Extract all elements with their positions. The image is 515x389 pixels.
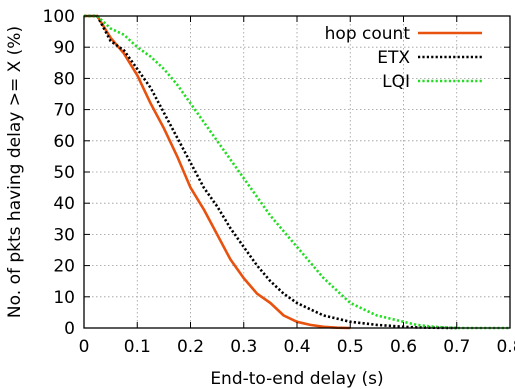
- y-tick-label: 40: [53, 194, 75, 214]
- series-lines: [84, 14, 510, 330]
- x-tick-label: 0.1: [124, 337, 151, 357]
- y-tick-label: 0: [64, 319, 75, 339]
- x-tick-label: 0.5: [337, 337, 364, 357]
- y-tick-label: 60: [53, 132, 75, 152]
- x-tick-label: 0.4: [283, 337, 310, 357]
- y-tick-label: 70: [53, 101, 75, 121]
- y-tick-label: 100: [43, 7, 75, 27]
- x-tick-label: 0.8: [496, 337, 515, 357]
- x-tick-label: 0: [79, 337, 90, 357]
- x-tick-label: 0.7: [443, 337, 470, 357]
- series-line-etx: [84, 14, 457, 330]
- y-tick-label: 50: [53, 163, 75, 183]
- y-tick-label: 30: [53, 225, 75, 245]
- grid: [84, 16, 510, 328]
- series-line-lqi: [84, 14, 510, 330]
- legend: hop count ETX LQI: [325, 24, 482, 92]
- y-tick-label: 10: [53, 288, 75, 308]
- x-tick-label: 0.2: [177, 337, 204, 357]
- y-axis-title: No. of pkts having delay >= X (%): [5, 26, 25, 318]
- legend-label: ETX: [377, 48, 410, 68]
- series-line-hop-count: [84, 14, 351, 330]
- x-tick-label: 0.3: [230, 337, 257, 357]
- x-axis-title: End-to-end delay (s): [210, 369, 383, 389]
- y-tick-label: 80: [53, 69, 75, 89]
- legend-label: hop count: [325, 24, 411, 44]
- x-tick-label: 0.6: [390, 337, 417, 357]
- y-tick-label: 90: [53, 38, 75, 58]
- axis-ticks: 0 10 20 30 40 50 60 70 80 90 100 0 0.1 0.2 0.3 0.4 0.5 0.…: [43, 7, 515, 357]
- legend-label: LQI: [382, 72, 410, 92]
- y-tick-label: 20: [53, 257, 75, 277]
